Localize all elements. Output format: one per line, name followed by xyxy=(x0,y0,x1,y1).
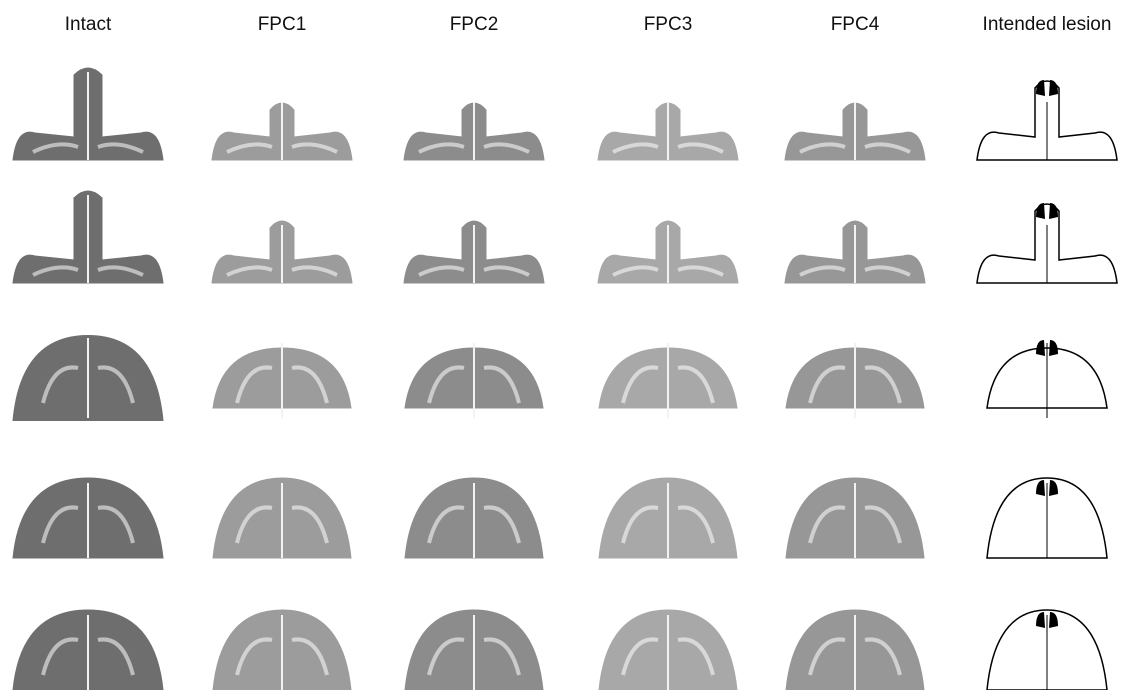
lesion-target xyxy=(1036,340,1045,356)
column-header: Intended lesion xyxy=(983,14,1112,35)
column-header: FPC2 xyxy=(450,14,499,35)
page: IntactFPC1FPC2FPC3FPC4Intended lesion ((… xyxy=(0,0,1125,690)
column-header: FPC3 xyxy=(644,14,693,35)
lesion-target xyxy=(1049,340,1058,356)
column-headers: Intact FPC1 FPC2 FPC3 FPC4 Intended lesion xyxy=(65,14,1112,35)
lesion-target xyxy=(1049,80,1058,96)
column-header: FPC4 xyxy=(831,14,880,35)
lesion-target xyxy=(1036,203,1045,219)
column-header: Intact xyxy=(65,14,112,35)
lesion-target xyxy=(1036,80,1045,96)
figure: Intact FPC1 FPC2 FPC3 FPC4 Intended lesion xyxy=(0,0,1125,690)
brain-sections xyxy=(13,68,1117,690)
column-header: FPC1 xyxy=(258,14,307,35)
lesion-target xyxy=(1049,203,1058,219)
